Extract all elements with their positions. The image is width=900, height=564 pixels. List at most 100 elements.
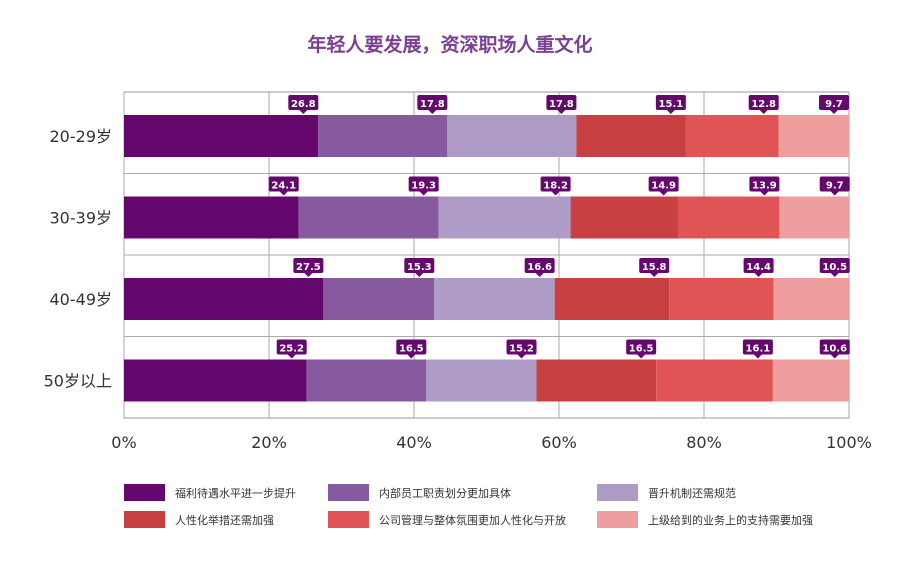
bar-segment	[554, 278, 670, 320]
data-label: 17.8	[546, 95, 577, 114]
data-label: 15.8	[639, 258, 670, 277]
svg-text:17.8: 17.8	[420, 99, 445, 110]
x-tick-label: 0%	[111, 433, 136, 452]
x-tick-label: 20%	[251, 433, 287, 452]
legend-label: 人性化举措还需加强	[175, 513, 274, 527]
bar-segment	[298, 196, 439, 239]
data-label: 25.2	[276, 339, 307, 359]
y-category-label: 20-29岁	[50, 127, 113, 146]
legend-swatch	[597, 484, 638, 501]
data-label: 12.8	[748, 95, 779, 114]
data-label: 13.9	[749, 176, 780, 196]
legend-item: 公司管理与整体氛围更加人性化与开放	[328, 511, 566, 528]
bar-segment	[124, 278, 324, 320]
bar-segment	[685, 115, 779, 157]
x-tick-label: 80%	[686, 433, 722, 452]
svg-text:17.8: 17.8	[549, 99, 574, 110]
bar-segment	[536, 359, 657, 402]
data-label: 14.9	[648, 176, 679, 196]
svg-text:9.7: 9.7	[826, 181, 844, 192]
svg-text:12.8: 12.8	[751, 99, 776, 110]
bar-segment	[426, 359, 537, 402]
data-label: 9.7	[819, 95, 849, 114]
data-label: 9.7	[819, 176, 850, 196]
bar-segment	[772, 359, 850, 402]
bar-segment	[678, 196, 780, 239]
bar-segment	[124, 115, 319, 157]
x-tick-label: 100%	[826, 433, 872, 452]
data-label: 24.1	[268, 176, 299, 196]
data-label: 10.5	[819, 258, 850, 277]
data-label: 16.1	[742, 339, 773, 359]
svg-text:14.9: 14.9	[651, 181, 676, 192]
svg-text:14.4: 14.4	[746, 262, 771, 273]
data-label: 15.1	[655, 95, 686, 114]
bar-segment	[318, 115, 448, 157]
svg-text:18.2: 18.2	[543, 181, 568, 192]
y-category-label: 30-39岁	[50, 209, 113, 228]
svg-text:13.9: 13.9	[752, 181, 777, 192]
bar-segment	[779, 196, 850, 239]
data-label: 26.8	[288, 95, 319, 114]
bar-segment	[447, 115, 577, 157]
bar-segment	[124, 359, 307, 402]
svg-text:15.8: 15.8	[642, 262, 667, 273]
y-category-label: 50岁以上	[44, 372, 112, 391]
data-label: 18.2	[540, 176, 571, 196]
x-tick-label: 40%	[396, 433, 432, 452]
data-label: 10.6	[819, 339, 850, 359]
data-label: 15.3	[404, 258, 435, 277]
legend-item: 人性化举措还需加强	[124, 511, 274, 528]
svg-text:15.1: 15.1	[659, 99, 684, 110]
legend-item: 福利待遇水平进一步提升	[124, 484, 296, 501]
bar-segment	[124, 196, 299, 239]
legend-label: 上级给到的业务上的支持需要加强	[648, 513, 813, 527]
svg-text:25.2: 25.2	[279, 344, 304, 355]
data-label: 16.6	[524, 258, 555, 277]
bar-segment	[438, 196, 571, 239]
svg-text:16.5: 16.5	[399, 344, 424, 355]
legend-swatch	[597, 511, 638, 528]
svg-text:10.5: 10.5	[822, 262, 847, 273]
x-tick-label: 60%	[541, 433, 577, 452]
svg-text:26.8: 26.8	[291, 99, 316, 110]
svg-text:19.3: 19.3	[411, 181, 436, 192]
data-label: 19.3	[408, 176, 439, 196]
data-label: 17.8	[417, 95, 448, 114]
legend-label: 晋升机制还需规范	[648, 486, 736, 500]
legend-item: 上级给到的业务上的支持需要加强	[597, 511, 813, 528]
legend-swatch	[124, 511, 165, 528]
legend-label: 福利待遇水平进一步提升	[175, 486, 296, 500]
legend-swatch	[328, 511, 369, 528]
data-label: 16.5	[626, 339, 657, 359]
legend-label: 内部员工职责划分更加具体	[379, 486, 511, 500]
bar-segment	[669, 278, 774, 320]
bar-segment	[778, 115, 849, 157]
legend-item: 晋升机制还需规范	[597, 484, 736, 501]
bar-segment	[570, 196, 679, 239]
bar-segment	[323, 278, 435, 320]
bar-segment	[773, 278, 850, 320]
bar-segment	[434, 278, 555, 320]
legend-item: 内部员工职责划分更加具体	[328, 484, 511, 501]
y-category-label: 40-49岁	[50, 290, 113, 309]
data-label: 15.2	[506, 339, 537, 359]
bar-segment	[306, 359, 427, 402]
legend-swatch	[124, 484, 165, 501]
data-label: 16.5	[396, 339, 427, 359]
svg-text:10.6: 10.6	[822, 344, 847, 355]
svg-text:24.1: 24.1	[271, 181, 296, 192]
svg-text:16.6: 16.6	[527, 262, 552, 273]
svg-text:15.3: 15.3	[407, 262, 432, 273]
chart-title: 年轻人要发展，资深职场人重文化	[307, 34, 593, 56]
svg-text:27.5: 27.5	[296, 262, 321, 273]
legend-label: 公司管理与整体氛围更加人性化与开放	[379, 513, 566, 527]
svg-text:16.1: 16.1	[746, 344, 771, 355]
svg-text:9.7: 9.7	[825, 99, 843, 110]
bar-segment	[656, 359, 773, 402]
svg-text:15.2: 15.2	[509, 344, 534, 355]
legend-swatch	[328, 484, 369, 501]
bar-segment	[576, 115, 686, 157]
